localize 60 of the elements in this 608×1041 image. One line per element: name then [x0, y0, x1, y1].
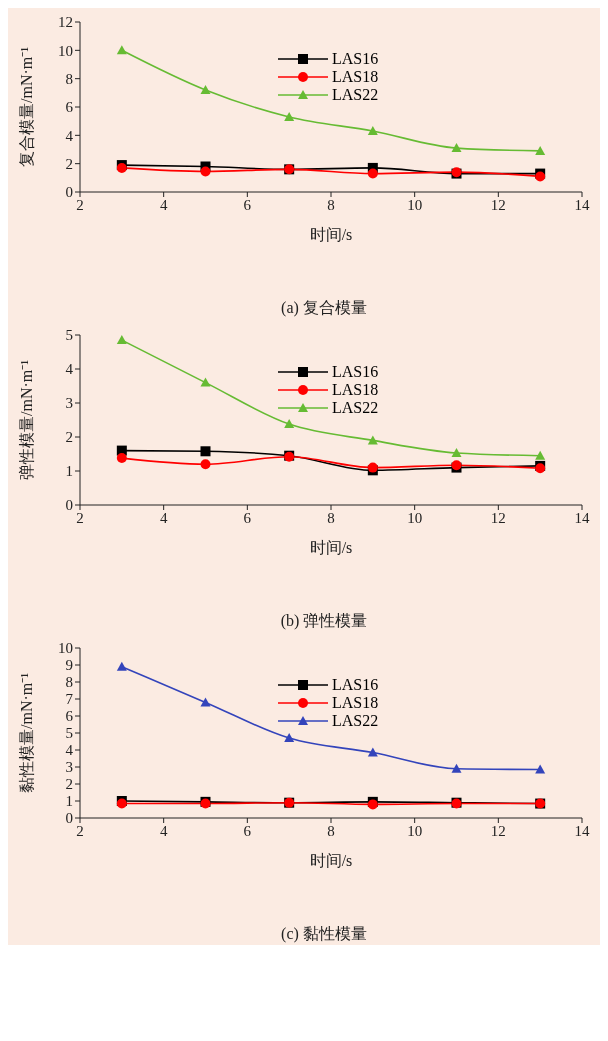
text: (a) 复合模量: [280, 298, 368, 319]
y-tick-label: 2: [65, 776, 73, 793]
x-tick-label: 12: [490, 509, 506, 526]
y-axis-title: 弹性模量/mN·m⁻¹: [17, 359, 35, 481]
y-tick-label: 12: [58, 14, 73, 31]
y-tick-label: 5: [65, 327, 73, 344]
x-tick-label: 4: [159, 196, 168, 213]
text: (c) 黏性模量: [280, 924, 368, 945]
y-tick-label: 4: [65, 127, 74, 144]
x-tick-label: 14: [574, 509, 590, 526]
y-tick-label: 8: [65, 70, 73, 87]
y-tick-label: 10: [58, 42, 73, 59]
x-axis-title: 时间/s: [309, 226, 353, 243]
x-axis-title: 时间/s: [309, 852, 353, 869]
legend-label: LAS18: [332, 381, 379, 399]
x-tick-label: 8: [327, 196, 335, 213]
x-tick-label: 6: [243, 196, 252, 213]
y-tick-label: 7: [65, 691, 74, 708]
y-tick-label: 2: [65, 155, 73, 172]
y-tick-label: 6: [65, 99, 74, 116]
y-tick-label: 4: [65, 361, 74, 378]
x-tick-label: 6: [243, 509, 252, 526]
x-tick-label: 10: [407, 196, 423, 213]
legend-label: LAS22: [332, 86, 379, 104]
y-tick-label: 3: [65, 759, 73, 776]
y-tick-label: 9: [65, 657, 73, 674]
y-axis-title: 黏性模量/mN·m⁻¹: [17, 672, 35, 794]
y-tick-label: 4: [65, 742, 74, 759]
legend-label: LAS18: [332, 694, 379, 712]
y-tick-label: 0: [65, 810, 73, 827]
legend-label: LAS22: [332, 399, 379, 417]
x-tick-label: 4: [159, 822, 168, 839]
y-tick-label: 10: [58, 640, 73, 657]
y-tick-label: 1: [65, 463, 73, 480]
legend-label: LAS16: [332, 50, 379, 68]
y-tick-label: 6: [65, 708, 74, 725]
x-tick-label: 8: [327, 509, 335, 526]
legend-label: LAS16: [332, 676, 379, 694]
y-tick-label: 5: [65, 725, 73, 742]
x-tick-label: 12: [490, 822, 506, 839]
y-tick-label: 8: [65, 674, 73, 691]
y-tick-label: 0: [65, 184, 73, 201]
x-tick-label: 10: [407, 509, 423, 526]
y-tick-label: 1: [65, 793, 73, 810]
y-tick-label: 3: [65, 395, 73, 412]
x-tick-label: 12: [490, 196, 506, 213]
text: (b) 弹性模量: [279, 611, 369, 632]
y-axis-title: 复合模量/mN·m⁻¹: [17, 46, 35, 168]
legend-label: LAS22: [332, 712, 379, 730]
y-tick-label: 0: [65, 497, 73, 514]
x-tick-label: 10: [407, 822, 423, 839]
legend-label: LAS18: [332, 68, 379, 86]
legend-label: LAS16: [332, 363, 379, 381]
x-tick-label: 14: [574, 822, 590, 839]
x-tick-label: 14: [574, 196, 590, 213]
x-tick-label: 6: [243, 822, 252, 839]
x-tick-label: 4: [159, 509, 168, 526]
y-tick-label: 2: [65, 429, 73, 446]
x-axis-title: 时间/s: [309, 539, 353, 556]
x-tick-label: 8: [327, 822, 335, 839]
